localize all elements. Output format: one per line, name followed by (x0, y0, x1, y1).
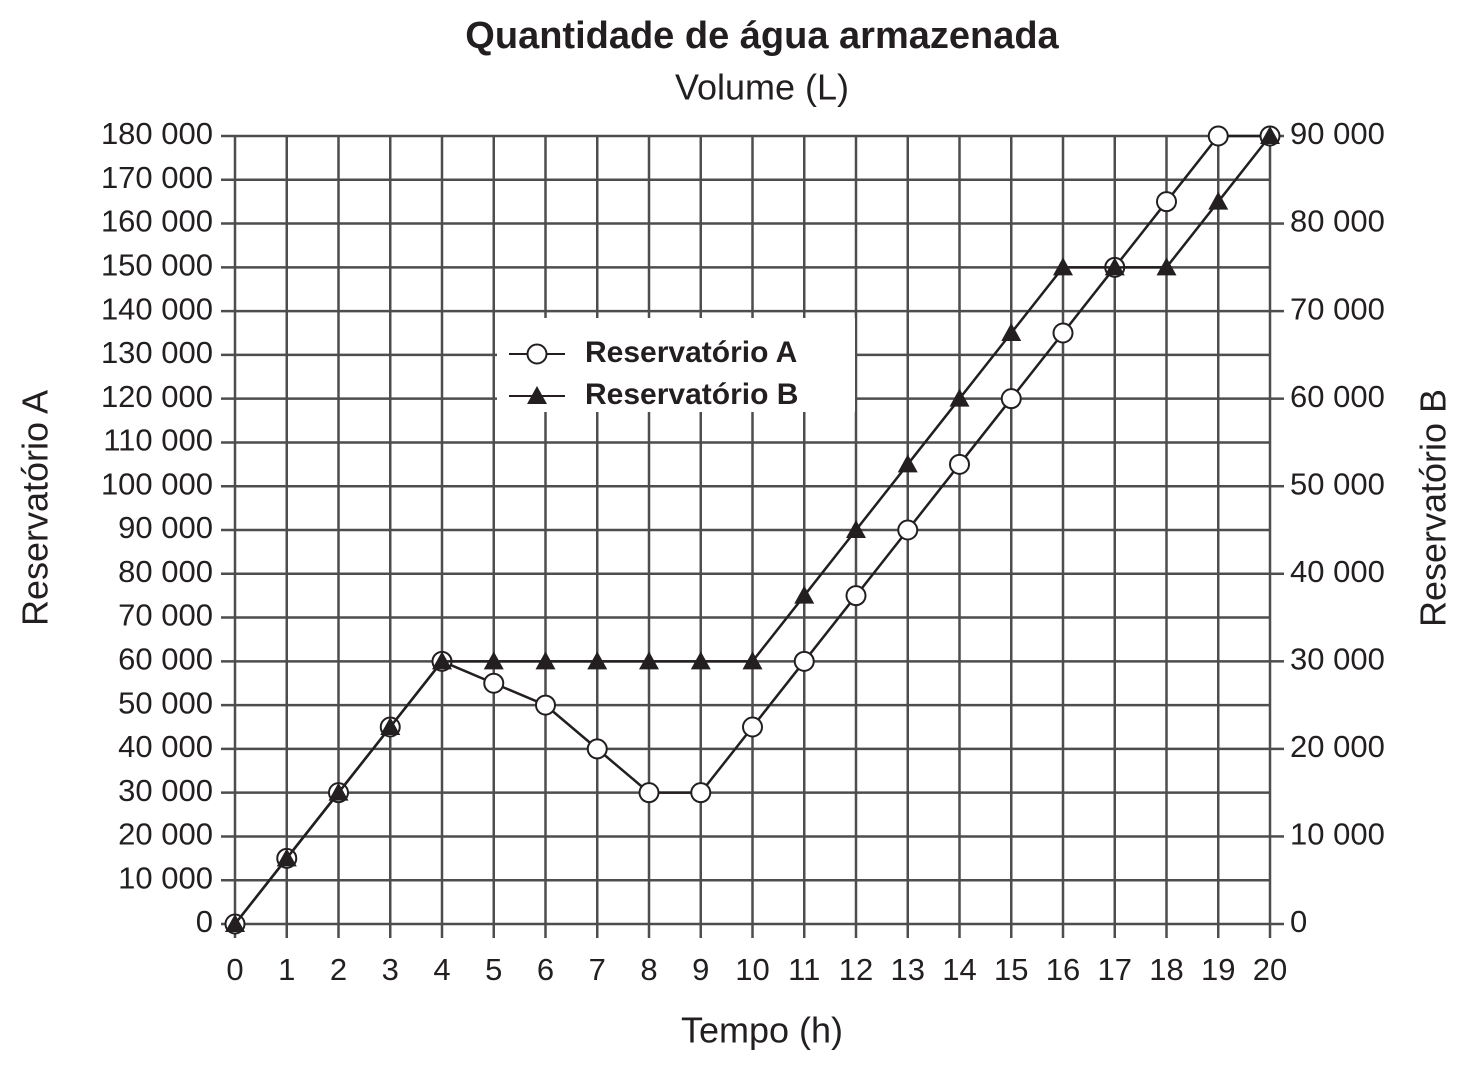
y2-tick-label: 10 000 (1290, 817, 1385, 852)
x-tick-label: 16 (1046, 952, 1080, 987)
circle-marker (793, 650, 815, 672)
circle-marker (586, 738, 608, 760)
triangle-marker (527, 386, 547, 404)
x-tick-label: 18 (1149, 952, 1183, 987)
y2-tick-label: 70 000 (1290, 291, 1385, 326)
circle-marker (1207, 125, 1229, 147)
x-tick-label: 1 (278, 952, 295, 987)
y-tick-label: 110 000 (103, 423, 213, 458)
x-tick-label: 10 (735, 952, 769, 987)
legend: Reservatório A Reservatório B (497, 318, 855, 412)
y2-tick-label: 20 000 (1290, 729, 1385, 764)
triangle-marker (1053, 257, 1073, 276)
triangle-marker (328, 782, 349, 801)
chart-title: Quantidade de água armazenada (465, 15, 1059, 57)
x-tick-label: 3 (382, 952, 399, 987)
triangle-marker (535, 651, 556, 670)
circle-marker (845, 585, 867, 607)
circle-marker (742, 716, 763, 738)
y2-tick-label: 60 000 (1290, 379, 1385, 414)
y-axis-title: Reservatório A (15, 390, 56, 626)
y-tick-label: 40 000 (118, 729, 213, 764)
y-tick-label: 60 000 (118, 642, 213, 677)
x-tick-label: 11 (788, 952, 820, 987)
x-tick-label: 14 (942, 952, 976, 987)
y2-tick-label: 0 (1290, 904, 1307, 939)
circle-marker (638, 782, 660, 804)
y-tick-label: 130 000 (101, 335, 213, 370)
y-tick-label: 100 000 (101, 466, 213, 501)
triangle-marker (794, 585, 815, 604)
triangle-marker (1260, 126, 1280, 144)
x-tick-label: 12 (839, 952, 873, 987)
triangle-marker (897, 454, 918, 473)
triangle-marker (380, 717, 401, 735)
x-tick-label: 2 (330, 952, 347, 987)
triangle-marker (225, 914, 245, 932)
triangle-marker (587, 651, 608, 670)
triangle-marker (846, 520, 866, 538)
y2-tick-label: 40 000 (1290, 554, 1385, 589)
circle-marker (535, 694, 556, 716)
x-tick-label: 15 (994, 952, 1028, 987)
circle-marker (483, 672, 505, 694)
x-tick-label: 6 (537, 952, 554, 987)
legend-label: Reservatório B (585, 378, 798, 411)
x-tick-label: 17 (1098, 952, 1132, 987)
x-tick-label: 20 (1253, 952, 1287, 987)
x-tick-label: 13 (891, 952, 925, 987)
plot (224, 125, 1281, 935)
y-tick-label: 120 000 (101, 379, 213, 414)
x-tick-label: 9 (692, 952, 709, 987)
circle-marker (949, 453, 970, 475)
circle-marker (1000, 388, 1022, 410)
x-tick-label: 19 (1201, 952, 1235, 987)
y2-tick-label: 50 000 (1290, 466, 1385, 501)
x-tick-label: 5 (485, 952, 502, 987)
circle-marker (1052, 322, 1074, 344)
y-tick-label: 170 000 (101, 160, 213, 195)
legend-label: Reservatório A (585, 336, 797, 369)
y2-tick-label: 80 000 (1290, 204, 1385, 239)
y2-tick-label: 30 000 (1290, 642, 1385, 677)
y-tick-label: 140 000 (101, 291, 213, 326)
triangle-marker (1156, 257, 1177, 276)
y-tick-label: 180 000 (101, 116, 213, 151)
x-tick-label: 4 (433, 952, 450, 987)
y-tick-label: 50 000 (118, 685, 213, 720)
chart-subtitle: Volume (L) (675, 67, 849, 108)
y-tick-label: 20 000 (118, 817, 213, 852)
y2-axis-title: Reservatório B (1413, 389, 1454, 627)
x-axis-title: Tempo (h) (681, 1010, 843, 1051)
y2-tick-label: 90 000 (1290, 116, 1385, 151)
circle-marker (526, 343, 548, 365)
triangle-marker (690, 651, 711, 670)
triangle-marker (1104, 257, 1125, 276)
triangle-marker (1208, 191, 1229, 210)
y-tick-label: 30 000 (118, 773, 213, 808)
circle-marker (897, 519, 919, 541)
y-tick-label: 70 000 (118, 598, 213, 633)
triangle-marker (1001, 323, 1022, 341)
circle-marker (690, 782, 712, 804)
triangle-marker (276, 848, 297, 867)
y-tick-label: 150 000 (101, 248, 213, 283)
y-tick-label: 10 000 (118, 860, 213, 895)
circle-marker (1156, 191, 1177, 213)
triangle-marker (639, 651, 659, 670)
y-tick-label: 80 000 (118, 554, 213, 589)
triangle-marker (432, 651, 452, 670)
y-tick-label: 90 000 (118, 510, 213, 545)
x-tick-label: 0 (226, 952, 243, 987)
triangle-marker (483, 651, 504, 670)
x-tick-label: 8 (640, 952, 657, 987)
y-tick-label: 0 (196, 904, 213, 939)
x-tick-label: 7 (589, 952, 606, 987)
y-tick-label: 160 000 (101, 204, 213, 239)
triangle-marker (949, 388, 970, 407)
triangle-marker (742, 651, 763, 670)
